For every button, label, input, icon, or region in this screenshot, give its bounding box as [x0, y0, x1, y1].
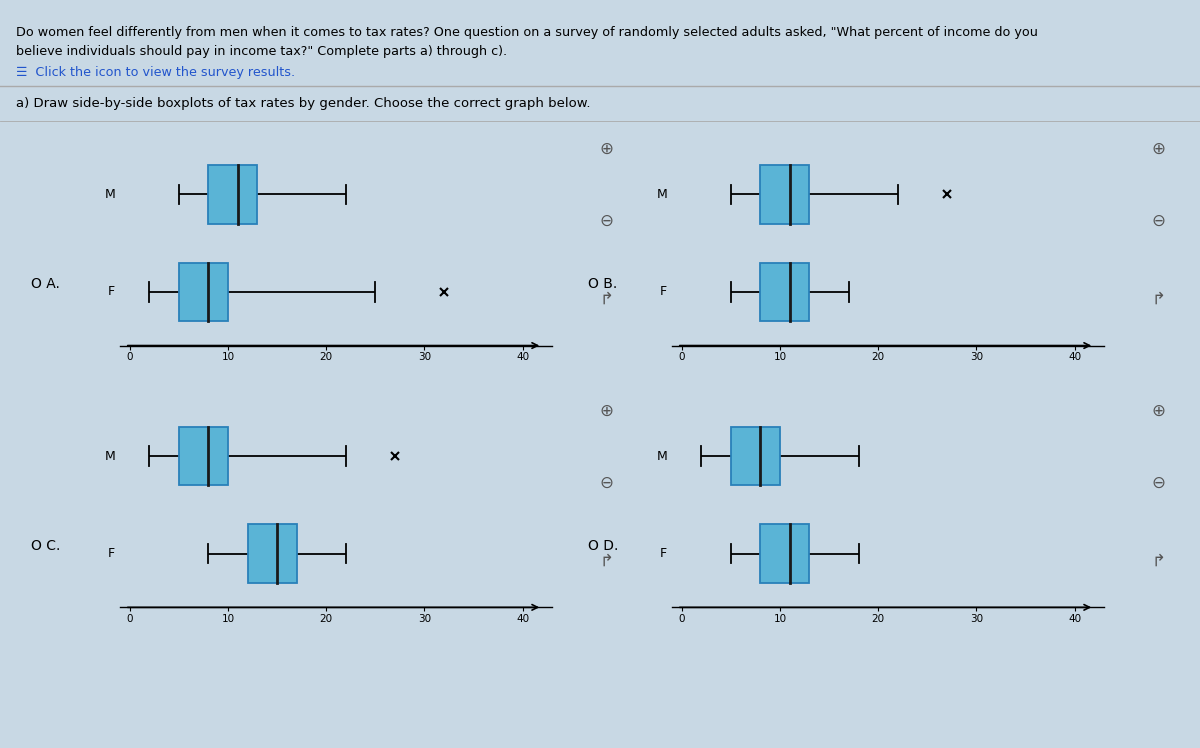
Text: ⊕: ⊕	[1151, 402, 1165, 420]
Text: Do women feel differently from men when it comes to tax rates? One question on a: Do women feel differently from men when …	[16, 26, 1038, 39]
Bar	[761, 524, 810, 583]
Text: F: F	[108, 286, 115, 298]
Text: O D.: O D.	[588, 539, 618, 553]
Text: O B.: O B.	[588, 278, 617, 291]
Text: ⊖: ⊖	[599, 473, 613, 491]
Text: ⊖: ⊖	[599, 212, 613, 230]
Bar	[731, 427, 780, 485]
Text: F: F	[660, 548, 667, 560]
Text: M: M	[656, 450, 667, 462]
Text: F: F	[108, 548, 115, 560]
Bar	[761, 165, 810, 224]
Text: O C.: O C.	[31, 539, 60, 553]
Text: ⊕: ⊕	[599, 402, 613, 420]
Text: M: M	[104, 188, 115, 200]
Text: ☰  Click the icon to view the survey results.: ☰ Click the icon to view the survey resu…	[16, 66, 295, 79]
Text: ⊕: ⊕	[599, 140, 613, 158]
Text: F: F	[660, 286, 667, 298]
Bar	[761, 263, 810, 321]
Bar	[209, 165, 258, 224]
Text: M: M	[104, 450, 115, 462]
Bar	[179, 427, 228, 485]
Text: ↱: ↱	[599, 290, 613, 308]
Bar	[179, 263, 228, 321]
Text: M: M	[656, 188, 667, 200]
Text: believe individuals should pay in income tax?" Complete parts a) through c).: believe individuals should pay in income…	[16, 45, 506, 58]
Text: ↱: ↱	[1151, 290, 1165, 308]
Text: ⊖: ⊖	[1151, 212, 1165, 230]
Text: a) Draw side-by-side boxplots of tax rates by gender. Choose the correct graph b: a) Draw side-by-side boxplots of tax rat…	[16, 97, 590, 110]
Text: ↱: ↱	[1151, 552, 1165, 570]
Text: ↱: ↱	[599, 552, 613, 570]
Bar	[247, 524, 296, 583]
Text: O A.: O A.	[31, 278, 60, 291]
Text: ⊕: ⊕	[1151, 140, 1165, 158]
Text: ⊖: ⊖	[1151, 473, 1165, 491]
